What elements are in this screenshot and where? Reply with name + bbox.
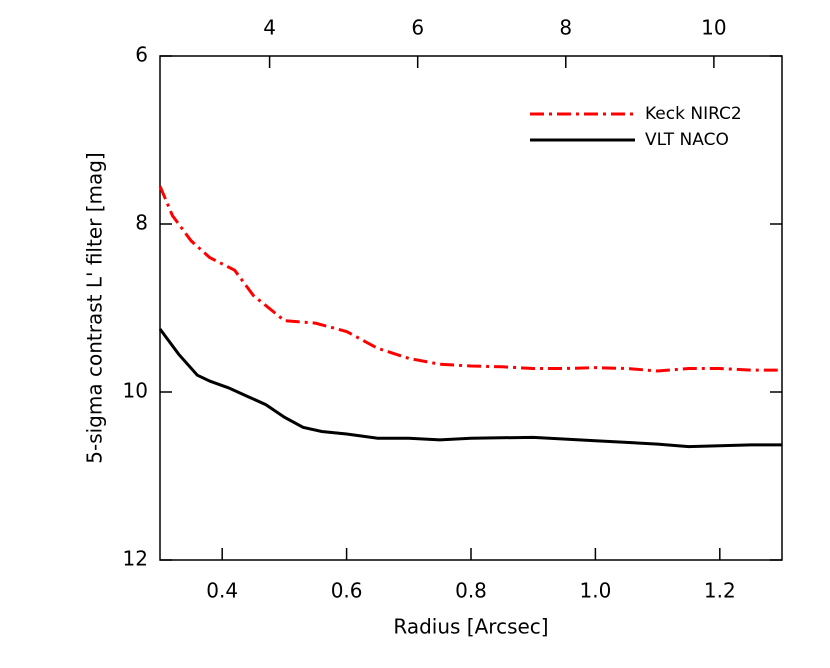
x2-tick-label: 4 <box>263 16 276 40</box>
y-axis-label: 5-sigma contrast L' filter [mag] <box>83 152 107 463</box>
x2-tick-label: 6 <box>411 16 424 40</box>
x-tick-label: 1.2 <box>704 579 736 603</box>
x-tick-label: 0.8 <box>455 579 487 603</box>
legend-label: Keck NIRC2 <box>645 104 742 124</box>
x2-tick-label: 8 <box>559 16 572 40</box>
x-tick-label: 1.0 <box>579 579 611 603</box>
y-tick-label: 6 <box>135 43 148 67</box>
y-tick-label: 8 <box>135 211 148 235</box>
y-tick-label: 12 <box>123 547 148 571</box>
x-axis-label: Radius [Arcsec] <box>393 615 548 639</box>
x-tick-label: 0.6 <box>331 579 363 603</box>
legend-label: VLT NACO <box>645 130 729 150</box>
y-tick-label: 10 <box>123 379 148 403</box>
x-tick-label: 0.4 <box>206 579 238 603</box>
x2-tick-label: 10 <box>701 16 726 40</box>
data-line <box>158 328 782 449</box>
data-line <box>158 185 782 373</box>
